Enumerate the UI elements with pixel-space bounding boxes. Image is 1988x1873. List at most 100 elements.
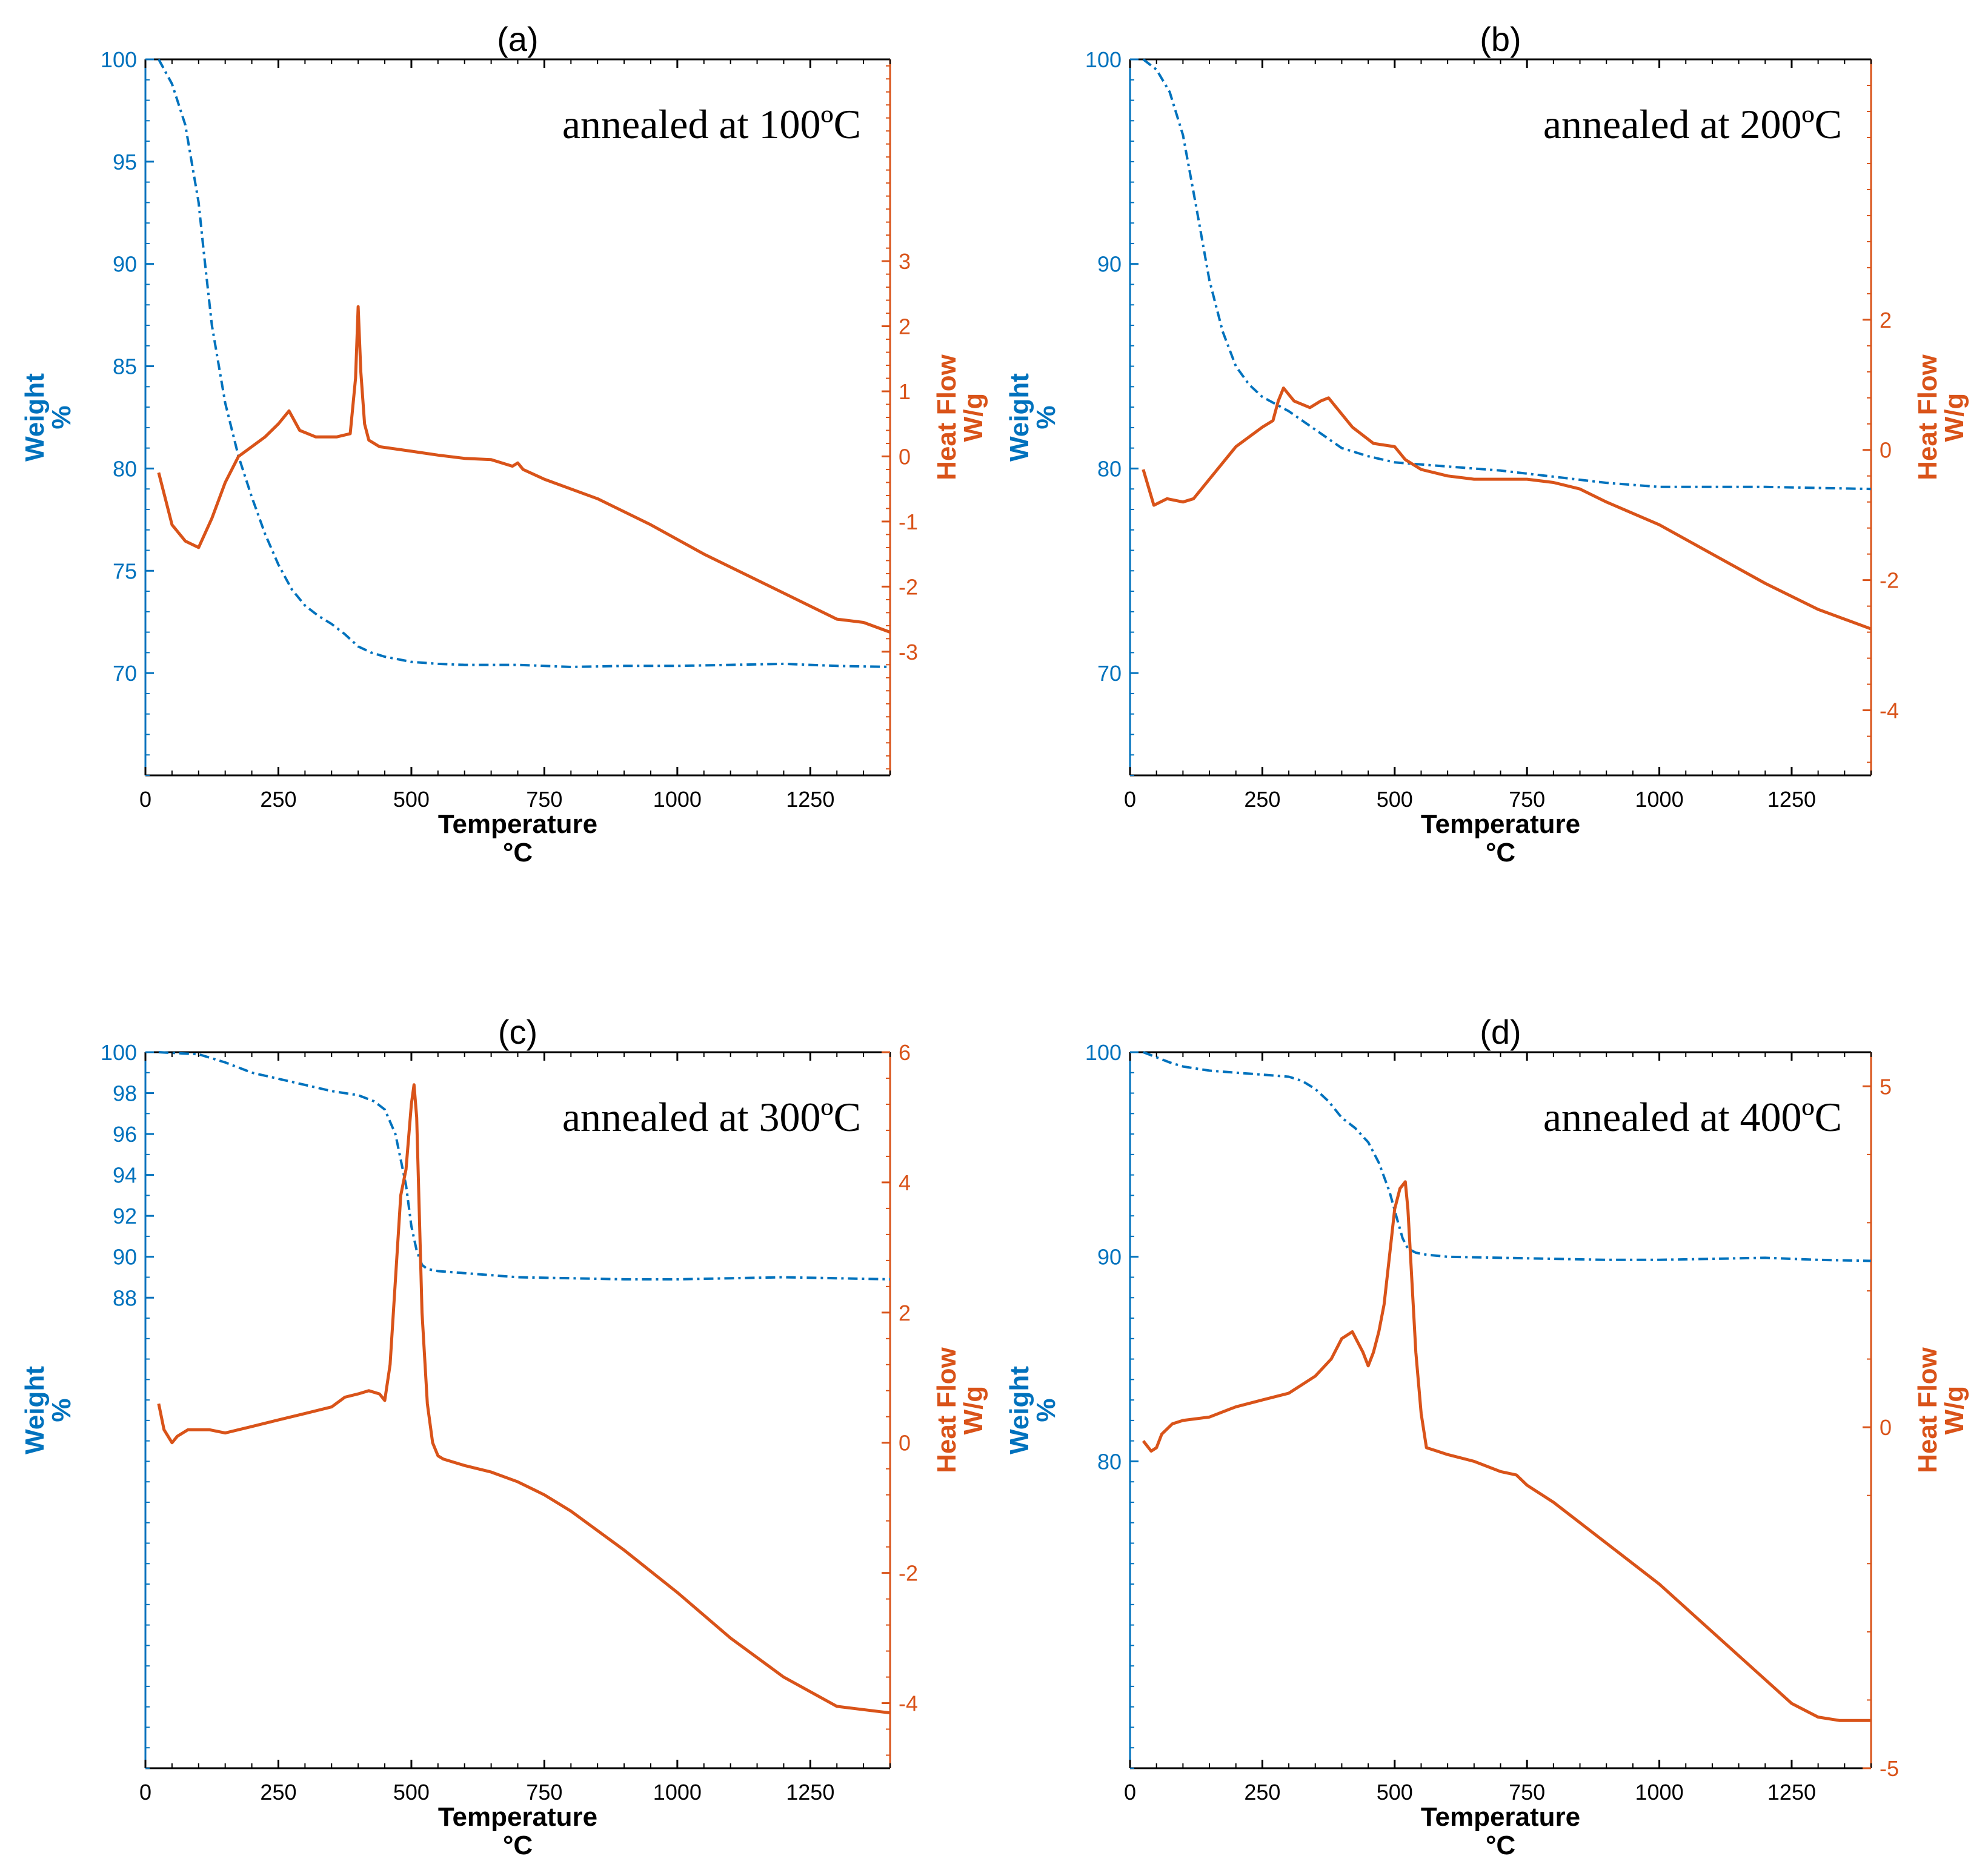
weight-series — [158, 59, 891, 668]
y-left-tick-label: 80 — [1097, 1449, 1122, 1474]
y-left-tick-label: 80 — [1097, 456, 1122, 481]
y-left-tick-label: 80 — [113, 456, 137, 481]
y-right-axis-unit: W/g — [959, 1386, 988, 1435]
x-tick-label: 0 — [139, 1780, 151, 1805]
x-tick-label: 500 — [1377, 787, 1413, 812]
x-axis-unit: °C — [503, 838, 533, 867]
panel-label: (d) — [1480, 1013, 1521, 1051]
y-right-tick-label: 1 — [899, 379, 911, 404]
y-right-tick-label: 2 — [899, 314, 911, 339]
x-axis-label: Temperature — [1421, 1802, 1580, 1832]
y-right-axis-unit: W/g — [1940, 1386, 1969, 1435]
heat-flow-series — [157, 305, 891, 634]
y-left-tick-label: 70 — [1097, 661, 1122, 686]
annotation-text: annealed at 400ºC — [1543, 1094, 1842, 1140]
y-right-tick-label: 0 — [1880, 1415, 1892, 1440]
x-tick-label: 750 — [1509, 787, 1545, 812]
y-left-axis-label: Weight — [20, 1366, 50, 1454]
heat-flow-series — [1142, 1180, 1871, 1722]
y-left-axis-label: Weight — [1005, 1366, 1034, 1454]
y-left-tick-label: 85 — [113, 354, 137, 379]
panel-label: (b) — [1480, 20, 1521, 58]
y-right-axis-label: Heat Flow — [1913, 1347, 1943, 1473]
y-right-axis-unit: W/g — [1940, 393, 1969, 442]
weight-series — [158, 1051, 891, 1281]
x-axis-unit: °C — [503, 1831, 533, 1860]
y-right-axis-unit: W/g — [959, 393, 988, 442]
x-tick-label: 1000 — [1635, 787, 1684, 812]
x-tick-label: 0 — [139, 787, 151, 812]
x-axis-label: Temperature — [1421, 809, 1580, 839]
panel-label: (c) — [498, 1013, 537, 1051]
x-tick-label: 1250 — [1767, 787, 1816, 812]
y-left-tick-label: 95 — [113, 150, 137, 174]
panel-c: 0 250 500 750 1000 1250 88 90 92 94 96 98 100 -4 -2 0 2 4… — [20, 1013, 988, 1860]
x-tick-label: 1250 — [1767, 1780, 1816, 1805]
x-axis-unit: °C — [1486, 838, 1515, 867]
y-right-tick-label: -2 — [1880, 568, 1899, 593]
y-left-tick-label: 96 — [113, 1122, 137, 1147]
x-tick-label: 0 — [1124, 787, 1136, 812]
x-tick-label: 250 — [260, 787, 296, 812]
y-left-tick-label: 88 — [113, 1285, 137, 1310]
panel-a: 0 250 500 750 1000 1250 70 75 80 85 90 95 100 -3 -2 -1 0… — [20, 20, 988, 867]
x-tick-label: 750 — [526, 787, 562, 812]
x-tick-label: 0 — [1124, 1780, 1136, 1805]
y-right-tick-label: 0 — [899, 1431, 911, 1456]
x-tick-label: 500 — [1377, 1780, 1413, 1805]
x-tick-label: 1000 — [653, 787, 702, 812]
y-left-tick-label: 70 — [113, 661, 137, 686]
y-left-tick-label: 90 — [1097, 1245, 1122, 1270]
y-right-tick-label: -2 — [899, 1561, 918, 1586]
y-left-tick-label: 90 — [1097, 252, 1122, 277]
x-tick-label: 250 — [260, 1780, 296, 1805]
weight-series — [1143, 1051, 1872, 1262]
y-left-tick-label: 98 — [113, 1081, 137, 1106]
y-left-tick-label: 92 — [113, 1204, 137, 1228]
y-right-tick-label: 2 — [1880, 308, 1892, 333]
x-axis-label: Temperature — [438, 809, 597, 839]
y-right-tick-label: -4 — [1880, 698, 1899, 723]
x-tick-label: 500 — [393, 787, 430, 812]
y-right-tick-label: 0 — [1880, 438, 1892, 463]
panel-label: (a) — [497, 20, 538, 58]
x-tick-label: 1000 — [653, 1780, 702, 1805]
y-left-tick-label: 94 — [113, 1163, 137, 1188]
y-left-tick-label: 90 — [113, 252, 137, 277]
x-axis-unit: °C — [1486, 1831, 1515, 1860]
y-right-tick-label: 3 — [899, 249, 911, 274]
y-left-axis-unit: % — [1031, 1398, 1061, 1422]
y-left-tick-label: 75 — [113, 559, 137, 583]
x-tick-label: 1000 — [1635, 1780, 1684, 1805]
annotation-text: annealed at 300ºC — [562, 1094, 861, 1140]
annotation-text: annealed at 100ºC — [562, 101, 861, 147]
y-left-axis-unit: % — [1031, 405, 1061, 429]
y-right-tick-label: -3 — [899, 640, 918, 665]
x-tick-label: 1250 — [786, 787, 834, 812]
y-left-tick-label: 100 — [101, 1040, 137, 1065]
y-right-tick-label: 2 — [899, 1301, 911, 1325]
x-axis-label: Temperature — [438, 1802, 597, 1832]
y-left-axis-unit: % — [47, 405, 76, 429]
y-left-axis-label: Weight — [20, 373, 50, 462]
x-tick-label: 750 — [526, 1780, 562, 1805]
y-right-tick-label: 4 — [899, 1170, 911, 1195]
y-right-axis-label: Heat Flow — [932, 1347, 962, 1473]
y-right-tick-label: 0 — [899, 444, 911, 469]
y-right-axis-label: Heat Flow — [932, 354, 962, 480]
heat-flow-series — [157, 1083, 891, 1715]
panel-b: 0 250 500 750 1000 1250 70 80 90 100 -4 -2 0 2 (b) anne… — [1005, 20, 1969, 867]
x-tick-label: 500 — [393, 1780, 430, 1805]
panel-d: 0 250 500 750 1000 1250 80 90 100 -5 0 5 (d) annealed… — [1005, 1013, 1969, 1860]
y-left-tick-label: 90 — [113, 1245, 137, 1270]
y-left-tick-label: 100 — [1085, 47, 1122, 72]
y-right-axis-label: Heat Flow — [1913, 354, 1943, 480]
y-right-tick-label: 6 — [899, 1040, 911, 1065]
y-left-tick-label: 100 — [101, 47, 137, 72]
x-tick-label: 250 — [1244, 787, 1280, 812]
x-tick-label: 750 — [1509, 1780, 1545, 1805]
y-right-tick-label: -1 — [899, 509, 918, 534]
y-right-tick-label: 5 — [1880, 1074, 1892, 1099]
